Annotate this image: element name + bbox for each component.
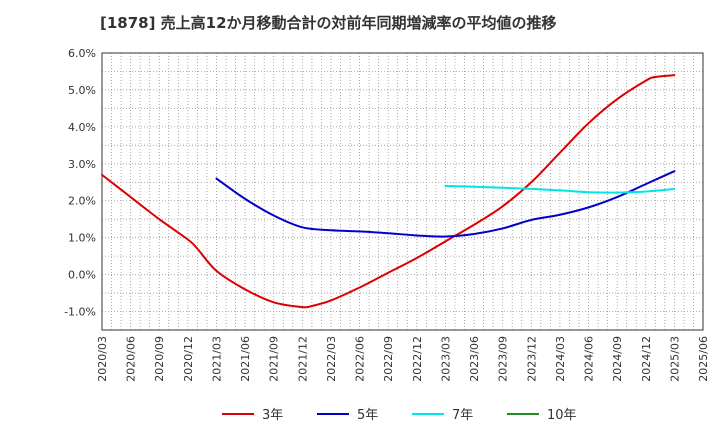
x-tick-label: 2022/12 [411,336,424,382]
y-tick-label: 0.0% [68,269,96,282]
x-tick-label: 2023/03 [439,336,452,382]
x-tick-label: 2021/06 [239,336,252,382]
x-tick-label: 2020/12 [182,336,195,382]
x-tick-label: 2024/03 [554,336,567,382]
chart-title: [1878] 売上高12か月移動合計の対前年同期増減率の平均値の推移 [100,14,557,32]
plot-frame [101,52,704,331]
x-tick-label: 2023/06 [468,336,481,382]
x-tick-label: 2020/03 [96,336,109,382]
x-tick-label: 2022/03 [325,336,338,382]
x-tick-label: 2025/06 [697,336,710,382]
x-tick-label: 2024/09 [611,336,624,382]
x-tick-label: 2021/03 [210,336,223,382]
x-tick-label: 2023/09 [497,336,510,382]
legend-label-7年: 7年 [452,408,473,423]
y-tick-label: 3.0% [68,158,96,171]
x-tick-label: 2024/12 [640,336,653,382]
series-line-7年 [444,184,676,194]
y-tick-label: 1.0% [68,232,96,245]
series-line-5年 [215,170,676,238]
y-tick-label: 5.0% [68,84,96,97]
legend-label-3年: 3年 [262,408,283,423]
x-tick-label: 2020/06 [125,336,138,382]
x-tick-label: 2024/06 [583,336,596,382]
x-tick-label: 2021/12 [296,336,309,382]
x-tick-label: 2025/03 [668,336,681,382]
y-tick-label: 4.0% [68,121,96,134]
x-tick-label: 2020/09 [153,336,166,382]
y-tick-label: -1.0% [64,306,96,319]
legend-label-10年: 10年 [547,408,577,423]
y-tick-label: 2.0% [68,195,96,208]
x-tick-label: 2021/09 [268,336,281,382]
x-tick-label: 2022/06 [354,336,367,382]
series-line-3年 [101,74,676,309]
x-tick-label: 2023/12 [525,336,538,382]
plot-area [102,53,703,330]
x-tick-label: 2022/09 [382,336,395,382]
y-tick-label: 6.0% [68,47,96,60]
legend-label-5年: 5年 [357,408,378,423]
